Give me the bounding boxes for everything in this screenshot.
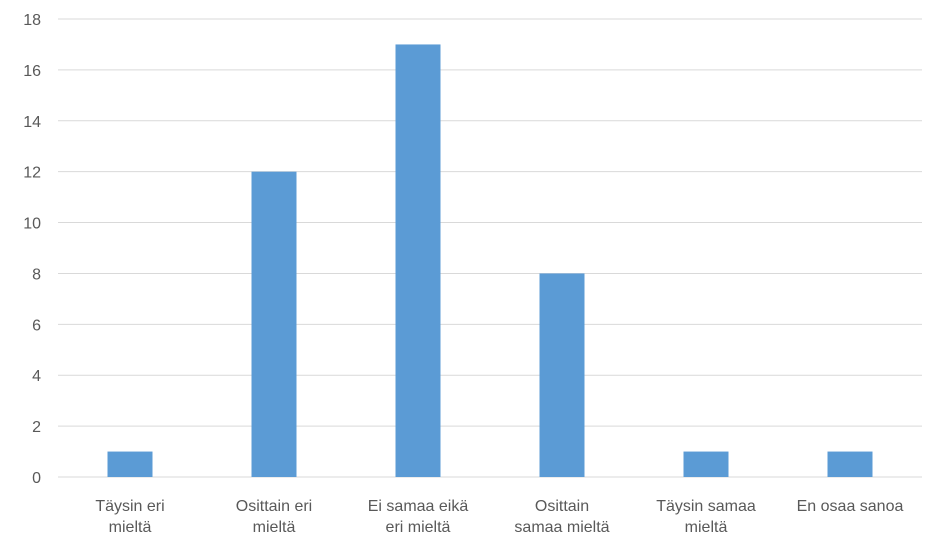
bar <box>107 451 153 477</box>
x-category-label: Osittain eri mieltä <box>236 498 312 536</box>
x-category-label-line: Osittain <box>535 498 589 515</box>
y-tick-label: 10 <box>23 216 41 233</box>
bar <box>827 451 873 477</box>
y-tick-label: 14 <box>23 114 41 131</box>
bar <box>395 44 441 477</box>
bar <box>539 273 585 477</box>
y-axis-ticks: 0 2 4 6 8 10 12 14 16 18 <box>23 12 41 487</box>
y-tick-label: 2 <box>32 419 41 436</box>
y-tick-label: 0 <box>32 470 41 487</box>
gridlines <box>58 18 922 478</box>
y-tick-label: 12 <box>23 165 41 182</box>
x-category-label: En osaa sanoa <box>797 498 904 515</box>
bars <box>107 44 873 477</box>
x-category-label-line: Ei samaa eikä <box>368 498 469 515</box>
x-axis-labels: Täysin eri mieltä Osittain eri mieltä Ei sam… <box>95 498 903 536</box>
y-tick-label: 4 <box>32 368 41 385</box>
x-category-label: Osittain samaa mieltä <box>514 498 609 536</box>
y-tick-label: 6 <box>32 317 41 334</box>
x-category-label-line: eri mieltä <box>386 519 451 536</box>
x-category-label-line: En osaa sanoa <box>797 498 904 515</box>
x-category-label-line: mieltä <box>109 519 152 536</box>
y-tick-label: 16 <box>23 63 41 80</box>
x-category-label: Ei samaa eikä eri mieltä <box>368 498 469 536</box>
y-tick-label: 8 <box>32 266 41 283</box>
x-category-label-line: Täysin samaa <box>656 498 756 515</box>
x-category-label-line: Täysin eri <box>95 498 164 515</box>
x-category-label-line: mieltä <box>253 519 296 536</box>
x-category-label-line: mieltä <box>685 519 728 536</box>
bar <box>251 171 297 477</box>
x-category-label: Täysin eri mieltä <box>95 498 164 536</box>
x-category-label-line: samaa mieltä <box>514 519 609 536</box>
y-tick-label: 18 <box>23 12 41 29</box>
x-category-label: Täysin samaa mieltä <box>656 498 756 536</box>
bar <box>683 451 729 477</box>
x-category-label-line: Osittain eri <box>236 498 312 515</box>
